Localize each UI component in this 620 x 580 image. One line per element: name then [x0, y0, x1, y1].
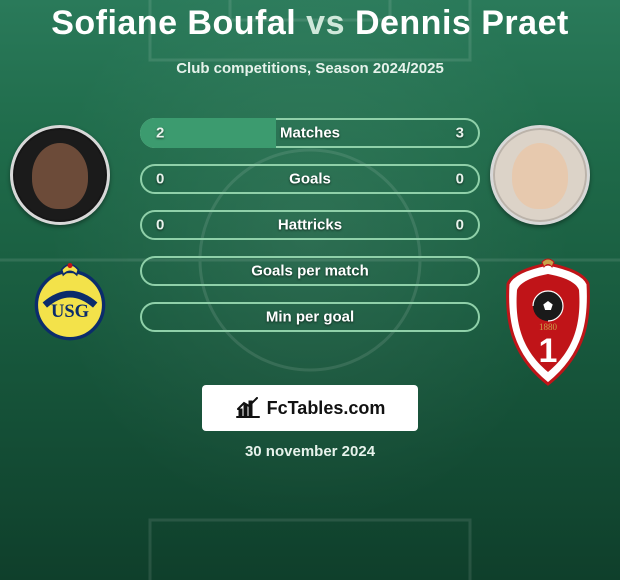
stat-row-goals-per-match: Goals per match: [140, 256, 480, 286]
vs-label: vs: [306, 4, 345, 42]
stat-bars: Matches23Goals00Hattricks00Goals per mat…: [0, 118, 620, 354]
stat-label: Matches: [140, 125, 480, 142]
stat-row-goals: Goals0 0: [140, 164, 480, 194]
stat-row-min-per-goal: Min per goal: [140, 302, 480, 332]
stat-row-matches: Matches2 3: [140, 118, 480, 148]
date-label: 30 november 2024: [0, 443, 620, 460]
page-title: Sofiane Boufal vs Dennis Praet: [0, 4, 620, 43]
stat-label: Goals: [140, 171, 480, 188]
stat-label: Goals per match: [140, 263, 480, 280]
stat-value-left: 0: [156, 171, 164, 188]
branding-badge: FcTables.com: [202, 385, 418, 431]
subtitle: Club competitions, Season 2024/2025: [0, 60, 620, 77]
stat-label: Min per goal: [140, 309, 480, 326]
chart-icon: [235, 397, 261, 419]
player2-name: Dennis Praet: [355, 4, 569, 42]
stat-value-left: 2: [156, 125, 164, 142]
player1-name: Sofiane Boufal: [51, 4, 296, 42]
comparison-card: Sofiane Boufal vs Dennis Praet Club comp…: [0, 0, 620, 580]
stat-value-right: 3: [456, 125, 464, 142]
branding-text: FcTables.com: [267, 398, 386, 419]
stat-value-left: 0: [156, 217, 164, 234]
stat-value-right: 0: [456, 171, 464, 188]
stat-label: Hattricks: [140, 217, 480, 234]
stat-row-hattricks: Hattricks0 0: [140, 210, 480, 240]
stat-value-right: 0: [456, 217, 464, 234]
